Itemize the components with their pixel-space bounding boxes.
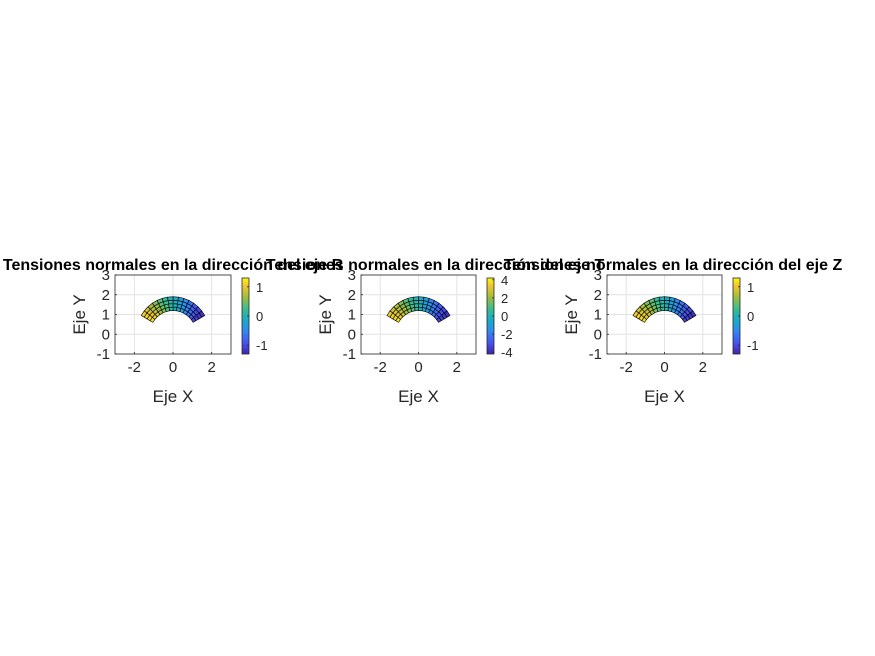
colorbar-tick-label: 1 xyxy=(256,280,263,295)
y-tick-label: -1 xyxy=(589,346,602,363)
y-tick-label: 1 xyxy=(102,307,110,324)
chart-panel-3: -2 0 2 -1 0 1 2 3 Eje X Eje Y -1 0 1 xyxy=(562,267,759,406)
mesh-element xyxy=(386,310,394,318)
chart-title: Tensiones normales en la dirección del e… xyxy=(3,257,344,274)
colorbar-tick-label: 0 xyxy=(256,309,263,324)
colorbar-tick-label: -1 xyxy=(747,338,759,353)
x-tick-label: 2 xyxy=(207,359,215,376)
y-tick-label: 0 xyxy=(348,326,356,343)
chart-title-group-3: Tensiones normales en la dirección del e… xyxy=(504,257,843,274)
y-axis-label: Eje Y xyxy=(316,294,335,334)
mesh-element xyxy=(632,310,640,318)
mesh-element xyxy=(172,296,179,301)
y-axis-label: Eje Y xyxy=(70,294,89,334)
chart-title-group-1: Tensiones normales en la dirección del e… xyxy=(3,257,344,274)
mesh-element xyxy=(167,296,174,301)
y-tick-label: 2 xyxy=(102,287,110,304)
y-tick-label: -1 xyxy=(97,346,110,363)
y-tick-label: 1 xyxy=(348,307,356,324)
x-tick-label: 2 xyxy=(699,359,707,376)
x-tick-label: 0 xyxy=(414,359,422,376)
mesh-element xyxy=(658,296,665,301)
y-tick-label: 2 xyxy=(594,287,602,304)
colorbar-tick-label: 0 xyxy=(747,309,754,324)
chart-panel-1: -2 0 2 -1 0 1 2 3 Eje X Eje Y -1 0 1 xyxy=(70,267,268,406)
y-axis-label: Eje Y xyxy=(562,294,581,334)
colorbar-tick-label: 0 xyxy=(501,309,508,324)
y-tick-label: 3 xyxy=(102,267,110,284)
x-axis-label: Eje X xyxy=(398,387,439,406)
y-tick-label: -1 xyxy=(343,346,356,363)
x-tick-label: 0 xyxy=(169,359,177,376)
mesh-element xyxy=(664,296,671,301)
colorbar-tick-label: -4 xyxy=(501,345,513,360)
chart-title: Tensiones normales en la dirección del e… xyxy=(266,257,605,274)
chart-panel-2: -2 0 2 -1 0 1 2 3 Eje X Eje Y -4 -2 0 2 4 xyxy=(316,267,513,406)
chart-title: Tensiones normales en la dirección del e… xyxy=(504,257,843,274)
x-axis-label: Eje X xyxy=(153,387,194,406)
colorbar-tick-label: 4 xyxy=(501,273,508,288)
x-tick-label: -2 xyxy=(128,359,141,376)
chart-title-group-2: Tensiones normales en la dirección del e… xyxy=(266,257,605,274)
mesh-element xyxy=(140,310,148,318)
y-tick-label: 0 xyxy=(594,326,602,343)
y-tick-label: 2 xyxy=(348,287,356,304)
y-tick-label: 3 xyxy=(348,267,356,284)
colorbar-tick-label: -1 xyxy=(256,338,268,353)
colorbar-tick-label: 1 xyxy=(747,280,754,295)
colorbar-tick-label: -2 xyxy=(501,327,513,342)
x-tick-label: -2 xyxy=(619,359,632,376)
x-tick-label: 0 xyxy=(660,359,668,376)
mesh-element xyxy=(418,296,425,301)
x-tick-label: -2 xyxy=(373,359,386,376)
y-tick-label: 0 xyxy=(102,326,110,343)
colorbar-tick-label: 2 xyxy=(501,291,508,306)
mesh-element xyxy=(412,296,419,301)
y-tick-label: 3 xyxy=(594,267,602,284)
x-tick-label: 2 xyxy=(453,359,461,376)
x-axis-label: Eje X xyxy=(644,387,685,406)
y-tick-label: 1 xyxy=(594,307,602,324)
